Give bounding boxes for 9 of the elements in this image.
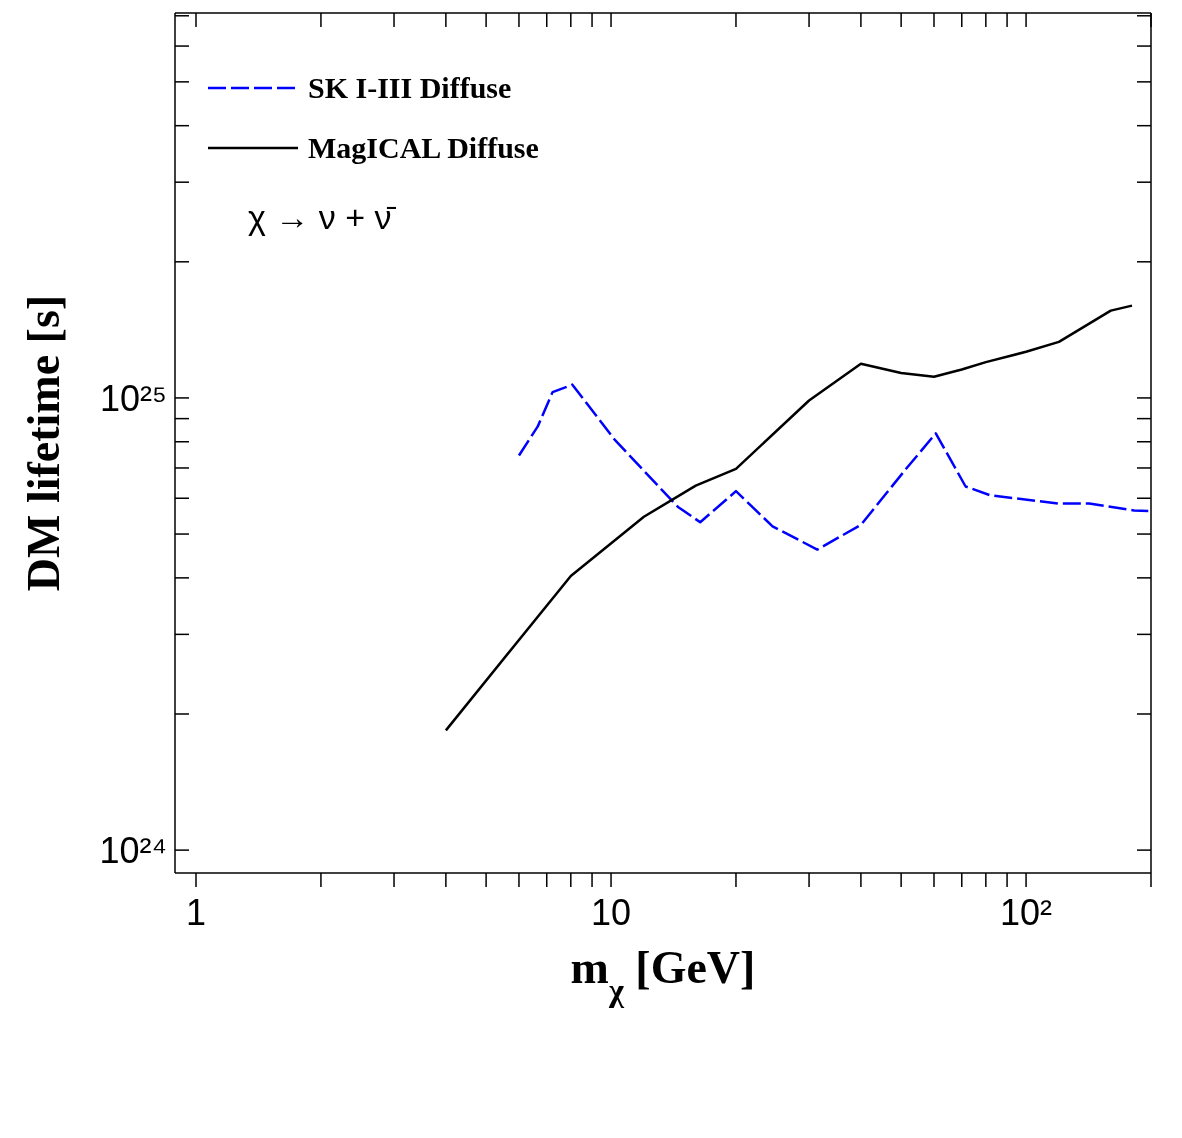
x-tick-label: 10²	[1000, 891, 1053, 933]
x-tick-label: 10	[591, 891, 632, 933]
x-tick-label: 1	[185, 891, 207, 933]
x-axis-title: m$_{χ}$ [GeV]	[570, 942, 756, 1008]
y-tick-label: 10²⁵	[100, 377, 167, 419]
y-axis-title: DM lifetime [s]	[18, 294, 70, 592]
legend-label: SK I-III Diffuse	[308, 71, 512, 105]
y-tick-label: 10²⁴	[99, 829, 167, 871]
legend-label: MagICAL Diffuse	[308, 131, 539, 165]
